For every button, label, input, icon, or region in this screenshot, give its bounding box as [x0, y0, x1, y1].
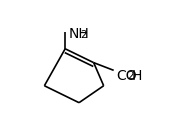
Text: H: H: [131, 69, 142, 83]
Text: CO: CO: [116, 69, 137, 83]
Text: NH: NH: [69, 27, 90, 41]
Text: 2: 2: [127, 72, 133, 82]
Text: 2: 2: [80, 30, 86, 40]
